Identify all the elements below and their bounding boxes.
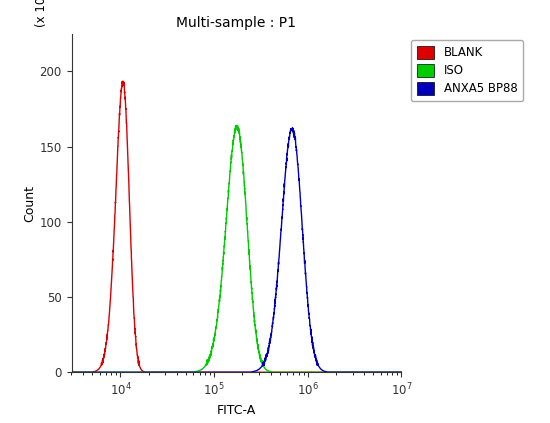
- Legend: BLANK, ISO, ANXA5 BP88: BLANK, ISO, ANXA5 BP88: [411, 40, 524, 101]
- Text: (x 10¹): (x 10¹): [35, 0, 48, 27]
- Y-axis label: Count: Count: [24, 184, 37, 222]
- Title: Multi-sample : P1: Multi-sample : P1: [177, 16, 296, 30]
- X-axis label: FITC-A: FITC-A: [217, 404, 256, 417]
